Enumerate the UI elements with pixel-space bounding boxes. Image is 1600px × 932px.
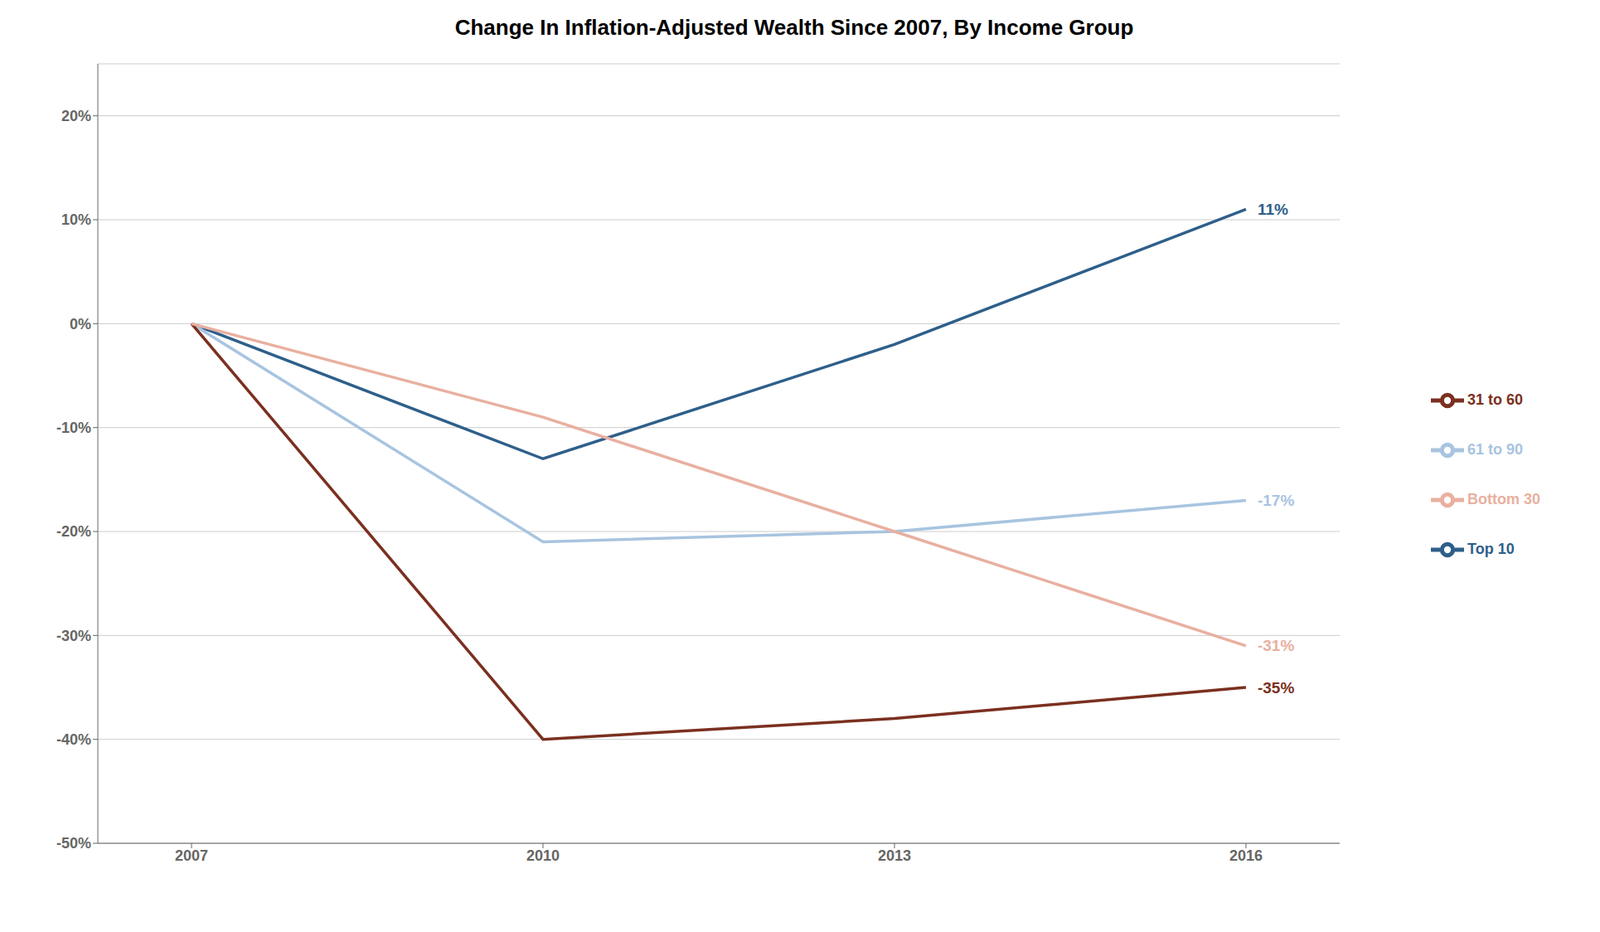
svg-text:-50%: -50% xyxy=(56,834,92,852)
svg-text:2007: 2007 xyxy=(174,847,209,864)
svg-text:-20%: -20% xyxy=(56,523,92,540)
svg-text:20%: 20% xyxy=(61,107,92,125)
svg-text:-31%: -31% xyxy=(1257,636,1295,655)
html-text:Change In Inflation-Adjusted W: Change In Inflation-Adjusted Wealth Sinc… xyxy=(454,14,1134,40)
svg-text:2016: 2016 xyxy=(1229,847,1263,864)
svg-text:-17%: -17% xyxy=(1257,491,1295,510)
svg-text:0%: 0% xyxy=(69,315,92,333)
svg-text:10%: 10% xyxy=(61,211,92,228)
svg-text:2010: 2010 xyxy=(526,847,560,864)
html-text:Top 10: Top 10 xyxy=(1467,540,1515,558)
html-text:31 to 60: 31 to 60 xyxy=(1467,391,1523,408)
html-text:Bottom 30: Bottom 30 xyxy=(1467,490,1541,508)
svg-text:-10%: -10% xyxy=(56,419,92,437)
html-text:61 to 90: 61 to 90 xyxy=(1467,441,1523,458)
svg-text:11%: 11% xyxy=(1257,200,1289,219)
svg-text:-40%: -40% xyxy=(56,731,92,748)
svg-text:-30%: -30% xyxy=(56,627,92,645)
svg-text:-35%: -35% xyxy=(1257,678,1295,697)
svg-text:2013: 2013 xyxy=(877,847,912,864)
